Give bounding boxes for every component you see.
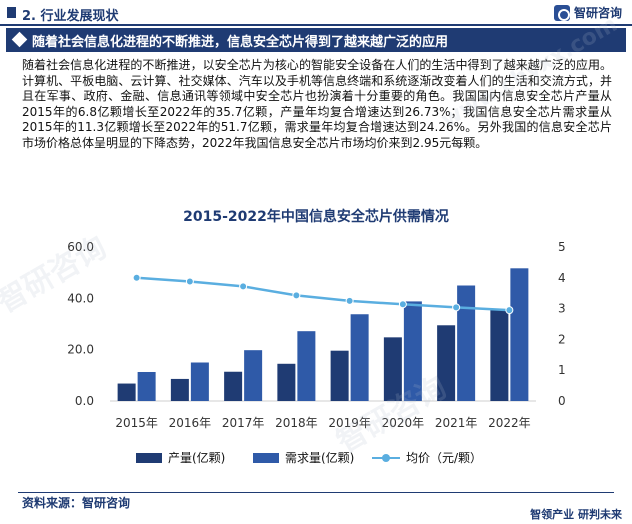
chart-legend: 产量(亿颗) 需求量(亿颗) 均价（元/颗） xyxy=(0,449,632,469)
legend-swatch-price xyxy=(372,453,400,463)
y-right-tick-label: 4 xyxy=(558,271,566,285)
y-right-tick-label: 2 xyxy=(558,332,566,346)
price-point xyxy=(185,277,194,286)
legend-item-production: 产量(亿颗) xyxy=(136,449,225,466)
bar-demand xyxy=(137,371,156,401)
y-right-tick-label: 1 xyxy=(558,363,566,377)
source-note: 资料来源：智研咨询 xyxy=(22,496,131,510)
y-right-tick-label: 5 xyxy=(558,240,566,254)
chart-area: 2015-2022年中国信息安全芯片供需情况 0.0 20.0 40.0 60.0 0 1… xyxy=(0,200,632,480)
x-tick-label: 2016年 xyxy=(169,416,212,430)
bar-production xyxy=(330,350,349,401)
bar-production xyxy=(277,363,296,401)
top-divider xyxy=(0,24,632,26)
legend-item-demand: 需求量(亿颗) xyxy=(253,449,354,466)
supply-demand-chart: 0.0 20.0 40.0 60.0 0 1 2 3 4 5 2015年 2016年 2017年 2018… xyxy=(67,240,566,430)
price-point xyxy=(505,306,514,315)
x-tick-label: 2020年 xyxy=(382,416,425,430)
bar-demand xyxy=(350,314,369,401)
brand-logo-icon xyxy=(553,4,570,21)
bar-production xyxy=(224,371,243,401)
legend-item-price: 均价（元/颗） xyxy=(372,449,482,466)
bar-demand xyxy=(297,331,316,401)
bar-demand xyxy=(457,285,476,401)
y-right-tick-label: 3 xyxy=(558,302,566,316)
price-line xyxy=(136,276,510,312)
y-left-tick-label: 60.0 xyxy=(67,240,94,254)
bar-production xyxy=(170,378,189,401)
brand-logo-text: 智研咨询 xyxy=(573,6,622,20)
x-tick-label: 2015年 xyxy=(115,416,158,430)
x-tick-label: 2019年 xyxy=(328,416,371,430)
legend-swatch-production xyxy=(136,452,162,463)
y-left-tick-label: 20.0 xyxy=(67,343,94,357)
bar-production xyxy=(383,337,402,401)
footer-divider xyxy=(18,492,614,493)
price-point xyxy=(398,300,407,309)
bar-production xyxy=(117,383,136,401)
legend-label-production: 产量(亿颗) xyxy=(168,451,226,465)
y-right-tick-label: 0 xyxy=(558,394,566,408)
x-tick-label: 2018年 xyxy=(275,416,318,430)
body-paragraph: 随着社会信息化进程的不断推进，以安全芯片为核心的智能安全设备在人们的生活中得到了… xyxy=(22,58,612,150)
headline-text: 随着社会信息化进程的不断推进，信息安全芯片得到了越来越广泛的应用 xyxy=(32,35,449,50)
x-tick-label: 2022年 xyxy=(488,416,531,430)
price-point xyxy=(345,296,354,305)
headline-banner: 随着社会信息化进程的不断推进，信息安全芯片得到了越来越广泛的应用 xyxy=(6,28,626,52)
bar-demand xyxy=(244,350,263,401)
legend-label-demand: 需求量(亿颗) xyxy=(285,451,355,465)
bar-demand xyxy=(510,268,529,401)
price-point xyxy=(132,273,141,282)
bar-demand xyxy=(190,362,209,401)
price-point xyxy=(239,282,248,291)
bar-demand xyxy=(403,301,422,401)
bar-production xyxy=(437,325,456,401)
x-tick-label: 2021年 xyxy=(435,416,478,430)
chart-title: 2015-2022年中国信息安全芯片供需情况 xyxy=(183,209,449,225)
brand-logo: 智研咨询 xyxy=(553,4,622,21)
footer-slogan: 智领产业 研判未来 xyxy=(530,508,622,521)
legend-swatch-demand xyxy=(253,452,279,463)
y-left-tick-label: 0.0 xyxy=(75,394,94,408)
section-title: 2. 行业发展现状 xyxy=(22,9,119,24)
bar-production xyxy=(490,309,509,401)
section-marker xyxy=(7,7,16,18)
price-point xyxy=(292,291,301,300)
diamond-icon xyxy=(11,31,28,48)
x-tick-label: 2017年 xyxy=(222,416,265,430)
legend-label-price: 均价（元/颗） xyxy=(406,451,483,465)
top-bar: 2. 行业发展现状 智研咨询 xyxy=(0,0,632,26)
y-left-tick-label: 40.0 xyxy=(67,291,94,305)
price-point xyxy=(452,303,461,312)
